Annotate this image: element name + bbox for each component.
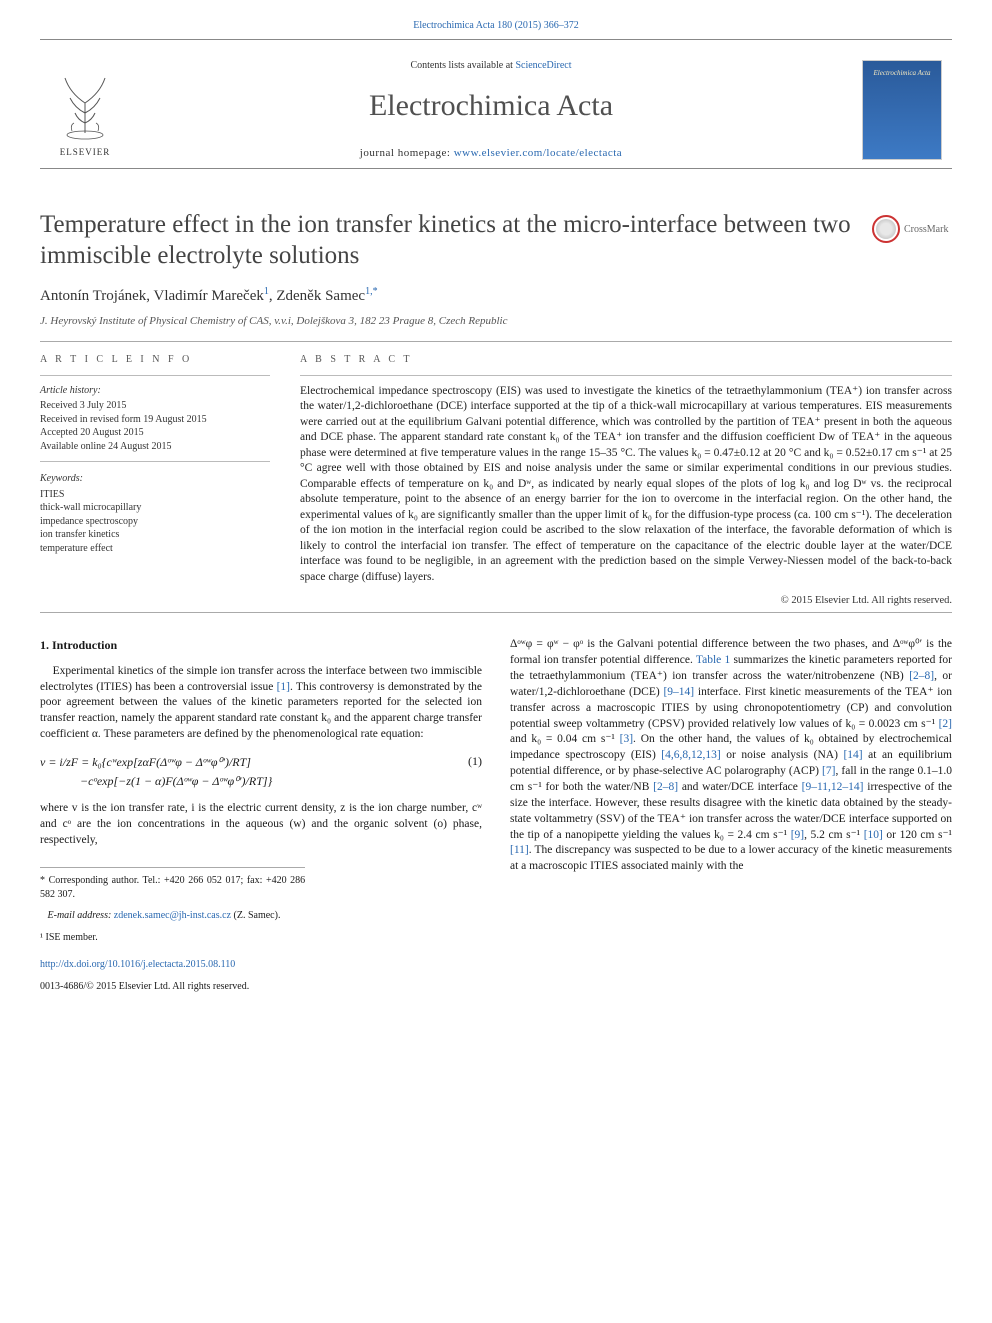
eq-line-1: v = i/zF = k₀{cʷexp[zαF(Δᵒʷφ − Δᵒʷφ⁰′)/R… [40, 753, 452, 772]
body-columns: 1. Introduction Experimental kinetics of… [40, 637, 952, 1001]
citation-link[interactable]: Electrochimica Acta 180 (2015) 366–372 [413, 20, 579, 31]
masthead: ELSEVIER Contents lists available at Sci… [40, 52, 952, 169]
affiliation: J. Heyrovský Institute of Physical Chemi… [40, 315, 952, 327]
abstract-divider [300, 375, 952, 376]
ref-7[interactable]: [7] [822, 765, 835, 777]
ref-14[interactable]: [14] [843, 749, 862, 761]
author-sup-1: 1 [264, 286, 269, 297]
info-divider-2 [40, 461, 270, 462]
col2-p1e: and k₀ = 0.04 cm s⁻¹ [510, 733, 620, 745]
keyword-1: ITIES [40, 488, 270, 502]
accepted-date: Accepted 20 August 2015 [40, 426, 270, 440]
equation-number: (1) [452, 753, 482, 770]
ref-2-8b[interactable]: [2–8] [653, 781, 678, 793]
history-label: Article history: [40, 384, 270, 398]
homepage-line: journal homepage: www.elsevier.com/locat… [130, 147, 852, 159]
crossmark-inner-icon [876, 219, 896, 239]
intro-heading: 1. Introduction [40, 637, 482, 654]
abstract-col: A B S T R A C T Electrochemical impedanc… [300, 354, 952, 607]
authors-line: Antonín Trojánek, Vladimír Mareček1, Zde… [40, 286, 952, 305]
publisher-block: ELSEVIER [40, 52, 130, 168]
crossmark-icon [872, 215, 900, 243]
email-suffix: (Z. Samec). [231, 910, 280, 921]
doi-block: http://dx.doi.org/10.1016/j.electacta.20… [40, 958, 482, 993]
keywords-block: Keywords: ITIES thick-wall microcapillar… [40, 472, 270, 555]
title-block: Temperature effect in the ion transfer k… [40, 209, 952, 286]
intro-p1: Experimental kinetics of the simple ion … [40, 664, 482, 743]
contents-prefix: Contents lists available at [410, 60, 515, 71]
abstract-heading: A B S T R A C T [300, 354, 952, 365]
keyword-3: impedance spectroscopy [40, 515, 270, 529]
author-3: Zdeněk Samec [276, 288, 365, 304]
crossmark-badge[interactable]: CrossMark [872, 215, 952, 243]
col2-p1j: and water/DCE interface [678, 781, 802, 793]
footnotes: * Corresponding author. Tel.: +420 266 0… [40, 867, 305, 944]
publisher-name: ELSEVIER [60, 147, 111, 157]
keyword-4: ion transfer kinetics [40, 528, 270, 542]
equation-1: v = i/zF = k₀{cʷexp[zαF(Δᵒʷφ − Δᵒʷφ⁰′)/R… [40, 753, 482, 791]
ref-3[interactable]: [3] [620, 733, 633, 745]
corresponding-author: * Corresponding author. Tel.: +420 266 0… [40, 874, 305, 901]
ref-table1[interactable]: Table 1 [696, 654, 730, 666]
contents-line: Contents lists available at ScienceDirec… [130, 60, 852, 71]
journal-cover-thumbnail[interactable]: Electrochimica Acta [862, 60, 942, 160]
online-date: Available online 24 August 2015 [40, 440, 270, 454]
body-col-left: 1. Introduction Experimental kinetics of… [40, 637, 482, 1001]
ref-2-8[interactable]: [2–8] [909, 670, 934, 682]
journal-name: Electrochimica Acta [130, 89, 852, 123]
received-date: Received 3 July 2015 [40, 399, 270, 413]
sciencedirect-link[interactable]: ScienceDirect [515, 60, 571, 71]
doi-link[interactable]: http://dx.doi.org/10.1016/j.electacta.20… [40, 959, 235, 970]
running-header: Electrochimica Acta 180 (2015) 366–372 [40, 20, 952, 31]
col2-p1n: . The discrepancy was suspected to be du… [510, 844, 952, 872]
email-label: E-mail address: [48, 910, 114, 921]
cover-thumb-block: Electrochimica Acta [852, 52, 952, 168]
ref-11[interactable]: [11] [510, 844, 529, 856]
divider-below-abstract [40, 612, 952, 613]
info-divider-1 [40, 375, 270, 376]
author-sup-3: 1,* [365, 286, 378, 297]
revised-date: Received in revised form 19 August 2015 [40, 413, 270, 427]
crossmark-label: CrossMark [904, 224, 948, 235]
abstract-copyright: © 2015 Elsevier Ltd. All rights reserved… [300, 595, 952, 606]
ref-1[interactable]: [1] [277, 681, 290, 693]
author-1-2: Antonín Trojánek, Vladimír Mareček [40, 288, 264, 304]
article-info-heading: A R T I C L E I N F O [40, 354, 270, 365]
ref-2[interactable]: [2] [939, 718, 952, 730]
info-abstract-row: A R T I C L E I N F O Article history: R… [40, 354, 952, 607]
col2-p1: Δᵒʷφ = φʷ − φᵒ is the Galvani potential … [510, 637, 952, 875]
email-link[interactable]: zdenek.samec@jh-inst.cas.cz [114, 910, 231, 921]
equation-content: v = i/zF = k₀{cʷexp[zαF(Δᵒʷφ − Δᵒʷφ⁰′)/R… [40, 753, 452, 791]
ref-46[interactable]: [4,6,8,12,13] [661, 749, 720, 761]
homepage-url[interactable]: www.elsevier.com/locate/electacta [454, 147, 623, 159]
masthead-center: Contents lists available at ScienceDirec… [130, 52, 852, 168]
keyword-2: thick-wall microcapillary [40, 501, 270, 515]
elsevier-tree-icon [50, 63, 120, 143]
col2-p1m: or 120 cm s⁻¹ [883, 829, 952, 841]
body-col-right: Δᵒʷφ = φʷ − φᵒ is the Galvani potential … [510, 637, 952, 1001]
ise-member: ¹ ISE member. [40, 931, 305, 945]
homepage-prefix: journal homepage: [360, 147, 454, 159]
divider-above-abstract [40, 341, 952, 342]
cover-thumb-title: Electrochimica Acta [874, 69, 931, 77]
title-text: Temperature effect in the ion transfer k… [40, 209, 852, 286]
keyword-5: temperature effect [40, 542, 270, 556]
article-info-col: A R T I C L E I N F O Article history: R… [40, 354, 270, 607]
email-line: E-mail address: zdenek.samec@jh-inst.cas… [40, 909, 305, 923]
eq-line-2: −cᵒexp[−z(1 − α)F(Δᵒʷφ − Δᵒʷφ⁰′)/RT]} [40, 772, 452, 791]
ref-9-14[interactable]: [9–14] [663, 686, 694, 698]
top-rule [40, 39, 952, 40]
ref-9[interactable]: [9] [791, 829, 804, 841]
intro-p2: where v is the ion transfer rate, i is t… [40, 801, 482, 849]
col2-p1g: or noise analysis (NA) [721, 749, 844, 761]
article-title: Temperature effect in the ion transfer k… [40, 209, 852, 272]
issn-copyright: 0013-4686/© 2015 Elsevier Ltd. All right… [40, 980, 482, 994]
ref-911[interactable]: [9–11,12–14] [802, 781, 864, 793]
abstract-text: Electrochemical impedance spectroscopy (… [300, 384, 952, 586]
col2-p1l: , 5.2 cm s⁻¹ [804, 829, 864, 841]
ref-10[interactable]: [10] [864, 829, 883, 841]
keywords-label: Keywords: [40, 472, 270, 486]
